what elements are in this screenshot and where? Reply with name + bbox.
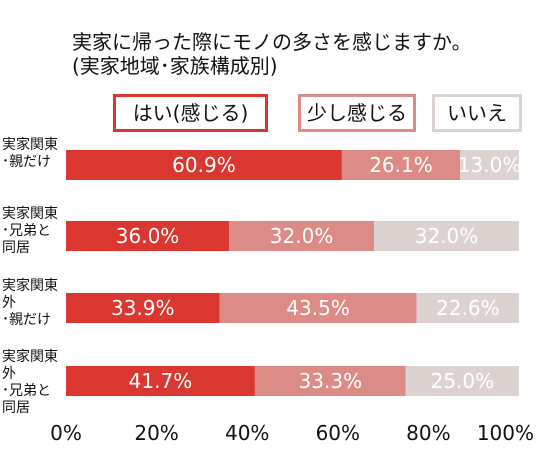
- chart-title: 実家に帰った際にモノの多さを感じますか。 (実家地域･家族構成別): [72, 30, 472, 78]
- category-label-outside-siblings: 実家関東外 ･兄弟と 同居: [2, 349, 58, 416]
- data-label-yes-row4: 41.7%: [129, 369, 193, 393]
- data-label-yes-row1: 60.9%: [172, 153, 236, 177]
- bar-segment-yes-row3: [66, 293, 220, 323]
- bar-segment-yes-row4: [66, 366, 255, 396]
- x-tick-label-80: 80%: [406, 421, 450, 445]
- legend-item-somewhat: 少し感じる: [298, 94, 416, 132]
- data-label-yes-row3: 33.9%: [111, 296, 175, 320]
- data-label-no-row1: 13.0%: [458, 153, 522, 177]
- data-label-somewhat-row4: 33.3%: [299, 369, 363, 393]
- legend-label-yes: はい(感じる): [132, 101, 249, 125]
- x-tick-label-20: 20%: [134, 421, 178, 445]
- bar-segment-yes-row1: [66, 150, 342, 180]
- bar-segment-no-row1: [460, 150, 519, 180]
- bar-segment-no-row3: [416, 293, 519, 323]
- bar-segment-somewhat-row3: [219, 293, 417, 323]
- category-label-kanto-parents: 実家関東 ･親だけ: [2, 137, 58, 170]
- legend-item-yes: はい(感じる): [113, 94, 268, 132]
- legend-label-no: いいえ: [447, 101, 507, 125]
- legend-label-somewhat: 少し感じる: [307, 101, 407, 125]
- x-tick-label-60: 60%: [316, 421, 360, 445]
- x-tick-label-100: 100%: [477, 421, 534, 445]
- x-tick-label-40: 40%: [225, 421, 269, 445]
- bar-segment-somewhat-row2: [229, 221, 375, 251]
- chart-title-line1: 実家に帰った際にモノの多さを感じますか。: [72, 30, 472, 54]
- data-label-somewhat-row2: 32.0%: [270, 224, 334, 248]
- data-label-somewhat-row3: 43.5%: [286, 296, 350, 320]
- category-label-kanto-siblings: 実家関東 ･兄弟と 同居: [2, 206, 58, 256]
- data-label-somewhat-row1: 26.1%: [369, 153, 433, 177]
- x-tick-label-0: 0%: [50, 421, 82, 445]
- bar-segment-no-row4: [405, 366, 519, 396]
- bar-segment-yes-row2: [66, 221, 230, 251]
- chart-title-line2: (実家地域･家族構成別): [72, 54, 278, 78]
- data-label-yes-row2: 36.0%: [116, 224, 180, 248]
- data-label-no-row2: 32.0%: [415, 224, 479, 248]
- bar-segment-no-row2: [374, 221, 519, 251]
- legend-item-no: いいえ: [432, 94, 522, 132]
- bar-segment-somewhat-row4: [254, 366, 406, 396]
- bar-segment-somewhat-row1: [341, 150, 461, 180]
- category-label-outside-parents: 実家関東外 ･親だけ: [2, 278, 58, 328]
- data-label-no-row3: 22.6%: [436, 296, 500, 320]
- data-label-no-row4: 25.0%: [431, 369, 495, 393]
